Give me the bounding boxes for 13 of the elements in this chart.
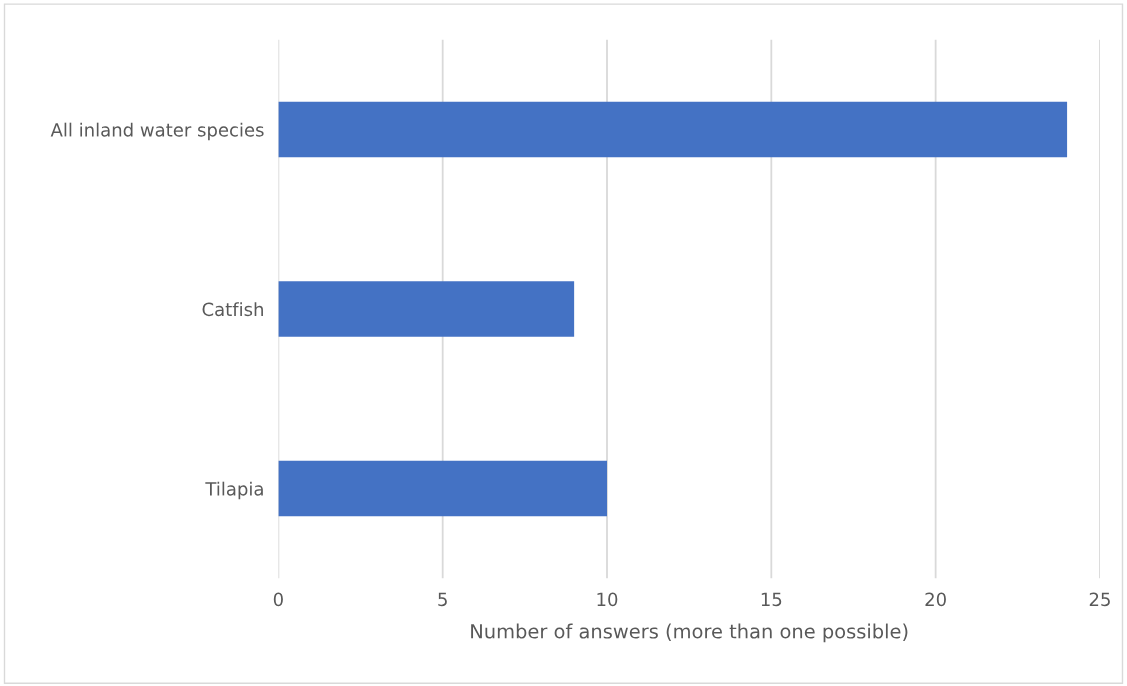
x-tick-label: 20 <box>925 592 946 607</box>
x-axis-title: Number of answers (more than one possible) <box>471 623 908 643</box>
x-tick-label: 0 <box>273 592 283 607</box>
x-tick-label: 5 <box>438 592 447 607</box>
y-tick-label: Tilapia <box>205 481 263 500</box>
bar <box>278 281 575 337</box>
y-tick-label: Catfish <box>202 302 263 317</box>
bar <box>278 101 1068 158</box>
x-tick-label: 15 <box>761 592 782 607</box>
x-tick-label: 10 <box>597 592 618 607</box>
x-tick-label: 25 <box>1089 592 1110 607</box>
bar <box>278 460 607 517</box>
y-tick-label: All inland water species <box>50 122 264 141</box>
